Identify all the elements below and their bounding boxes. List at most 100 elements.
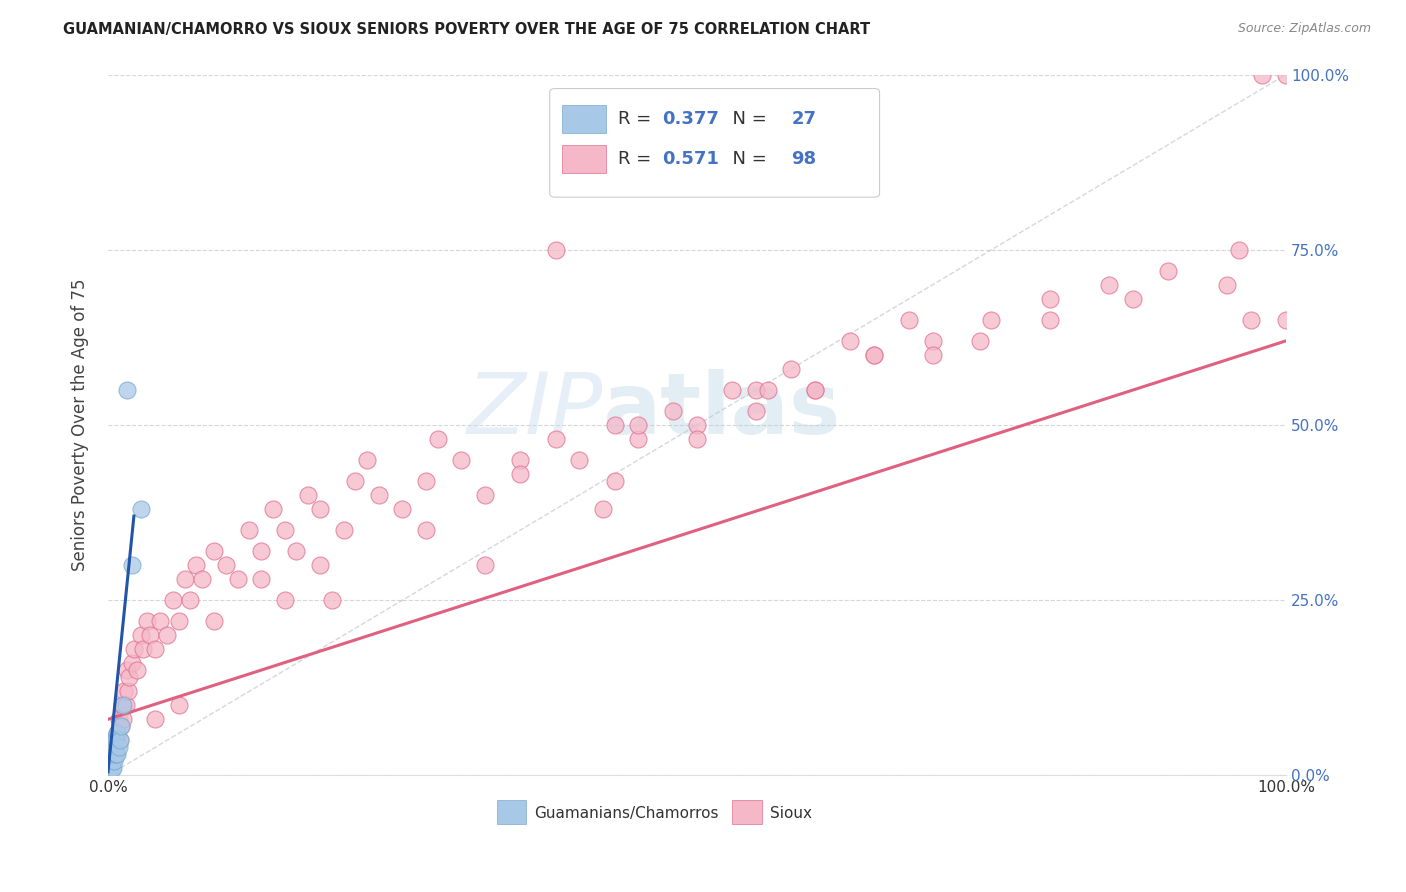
Point [474, 558, 496, 573]
Text: GUAMANIAN/CHAMORRO VS SIOUX SENIORS POVERTY OVER THE AGE OF 75 CORRELATION CHART: GUAMANIAN/CHAMORRO VS SIOUX SENIORS POVE… [63, 22, 870, 37]
Point [98, 761, 121, 775]
Text: 27: 27 [792, 110, 817, 128]
Point [509, 453, 531, 467]
Point [139, 628, 162, 642]
Point [100, 755, 122, 769]
Point [167, 698, 190, 713]
Text: atlas: atlas [603, 369, 841, 452]
Point [117, 684, 139, 698]
Text: R =: R = [619, 110, 657, 128]
Point [112, 712, 135, 726]
Point [191, 572, 214, 586]
Point [107, 712, 129, 726]
Point [839, 334, 862, 348]
Bar [561, 145, 606, 173]
Text: Sioux: Sioux [770, 806, 813, 822]
Point [1122, 292, 1144, 306]
Point [662, 404, 685, 418]
Point [98, 740, 121, 755]
Point [745, 404, 768, 418]
Point [1157, 264, 1180, 278]
Text: R =: R = [619, 150, 657, 168]
Point [114, 698, 136, 713]
Point [544, 432, 567, 446]
Point [450, 453, 472, 467]
Point [114, 684, 136, 698]
Point [107, 726, 129, 740]
Point [118, 670, 141, 684]
Point [100, 747, 122, 762]
Bar [561, 104, 606, 133]
Point [1216, 277, 1239, 292]
Point [756, 383, 779, 397]
Point [202, 544, 225, 558]
Point [122, 642, 145, 657]
Point [100, 755, 122, 769]
Point [105, 733, 128, 747]
Point [745, 383, 768, 397]
Point [544, 243, 567, 257]
Point [103, 747, 125, 762]
Point [107, 740, 129, 755]
Point [215, 558, 238, 573]
Text: ZIP: ZIP [467, 369, 603, 452]
Point [132, 642, 155, 657]
Point [127, 663, 149, 677]
Point [98, 755, 121, 769]
Point [592, 502, 614, 516]
Point [509, 467, 531, 481]
Point [1227, 243, 1250, 257]
Point [898, 313, 921, 327]
Point [110, 719, 132, 733]
Point [98, 761, 121, 775]
Text: 98: 98 [792, 150, 817, 168]
Point [179, 593, 201, 607]
Point [129, 628, 152, 642]
Text: 0.571: 0.571 [662, 150, 718, 168]
Point [603, 474, 626, 488]
Point [238, 523, 260, 537]
Point [1098, 277, 1121, 292]
Point [262, 502, 284, 516]
Point [103, 740, 125, 755]
Point [780, 362, 803, 376]
Point [103, 755, 125, 769]
Point [686, 432, 709, 446]
Point [921, 334, 943, 348]
Point [156, 628, 179, 642]
Point [143, 712, 166, 726]
Text: Source: ZipAtlas.com: Source: ZipAtlas.com [1237, 22, 1371, 36]
Point [104, 747, 127, 762]
Text: N =: N = [720, 150, 772, 168]
Point [332, 523, 354, 537]
Point [297, 488, 319, 502]
Point [721, 383, 744, 397]
Point [115, 383, 138, 397]
Point [321, 593, 343, 607]
Point [368, 488, 391, 502]
Point [186, 558, 208, 573]
Point [149, 614, 172, 628]
Point [309, 558, 332, 573]
Point [107, 747, 129, 762]
Point [309, 502, 332, 516]
Point [686, 417, 709, 432]
Point [103, 733, 125, 747]
Point [162, 593, 184, 607]
Point [862, 348, 884, 362]
Point [1275, 313, 1298, 327]
Point [110, 719, 132, 733]
Point [101, 761, 124, 775]
Point [100, 761, 122, 775]
Point [104, 733, 127, 747]
Point [803, 383, 825, 397]
Point [101, 747, 124, 762]
Text: Guamanians/Chamorros: Guamanians/Chamorros [534, 806, 718, 822]
Point [1039, 292, 1062, 306]
Point [803, 383, 825, 397]
Point [426, 432, 449, 446]
Bar [496, 800, 526, 824]
Point [344, 474, 367, 488]
Point [627, 417, 650, 432]
Point [104, 740, 127, 755]
